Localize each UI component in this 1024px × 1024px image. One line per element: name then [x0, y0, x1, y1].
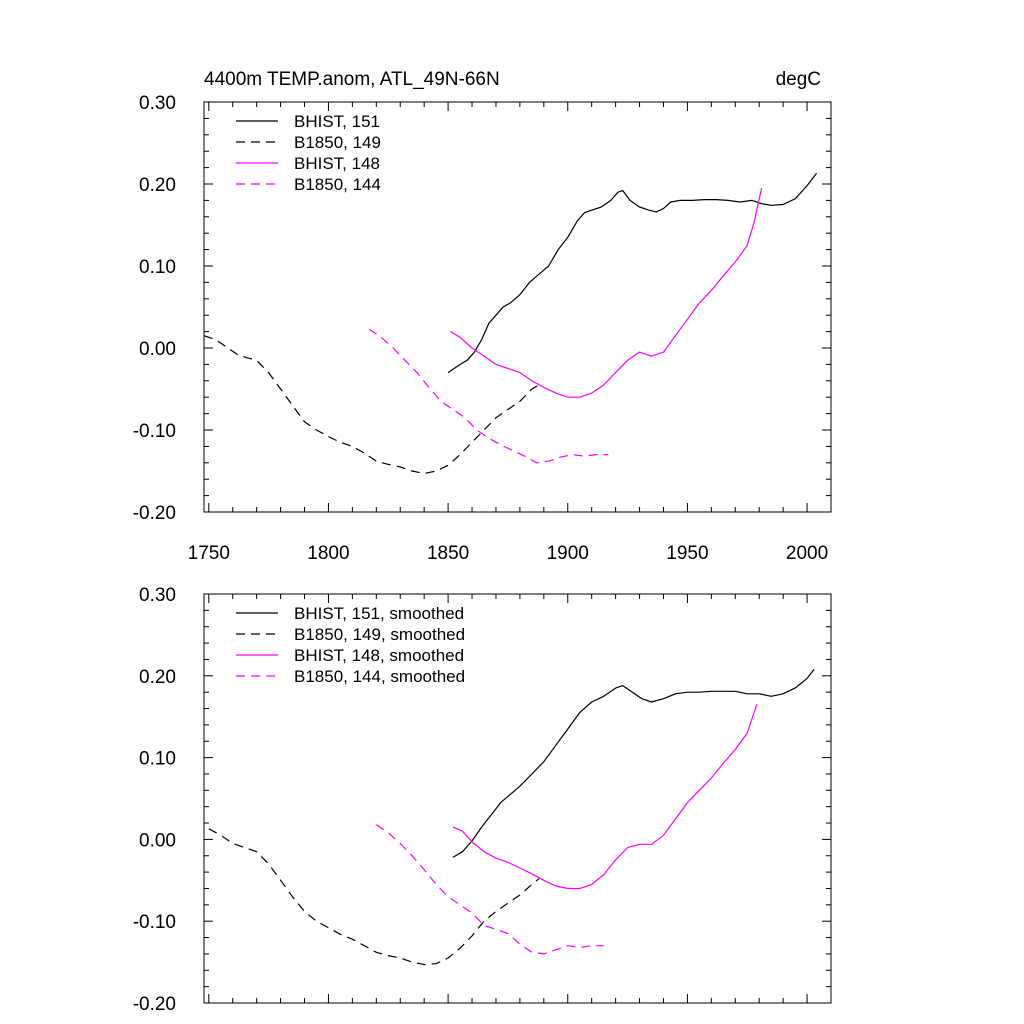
legend-label: BHIST, 151, smoothed: [294, 604, 464, 623]
bottom-panel: 0.30 0.20 0.10 0.00 -0.10 -0.20 BHIST, 151, sm…: [133, 585, 832, 1015]
legend-label: B1850, 144, smoothed: [294, 667, 465, 686]
y-tick-label: 0.10: [139, 257, 176, 278]
series-line-0: [447, 172, 818, 374]
x-tick-label: 1850: [427, 543, 469, 564]
x-tick-label: 2000: [786, 543, 828, 564]
top-panel: 1750 1800 1850 1900 1950 2000 0.30 0.20 0.10 0.00…: [133, 93, 832, 564]
y-tick-label: -0.10: [133, 421, 176, 442]
y-tick-label: -0.20: [133, 503, 176, 524]
x-tick-label: 1950: [666, 543, 708, 564]
legend-label: B1850, 149: [294, 133, 381, 152]
y-tick-label: 0.30: [139, 585, 176, 606]
x-tick-label: 1900: [547, 543, 589, 564]
legend-label: BHIST, 148: [294, 154, 380, 173]
series-line-2: [452, 704, 758, 890]
series-line-3: [368, 328, 609, 464]
y-tick-label: 0.10: [139, 749, 176, 770]
legend-label: BHIST, 148, smoothed: [294, 646, 464, 665]
figure-units: degC: [776, 69, 821, 90]
series-line-3: [375, 824, 604, 955]
x-tick-label: 1800: [307, 543, 349, 564]
legend-label: B1850, 149, smoothed: [294, 625, 465, 644]
series-line-1: [208, 828, 540, 966]
series-line-1: [203, 335, 540, 475]
y-tick-label: -0.20: [133, 994, 176, 1015]
series-line-2: [450, 187, 763, 398]
figure-title: 4400m TEMP.anom, ATL_49N-66N: [204, 69, 500, 90]
legend-label: BHIST, 151: [294, 112, 380, 131]
plot-frame: [203, 101, 832, 513]
series-line-0: [452, 668, 815, 858]
y-tick-label: 0.00: [139, 830, 176, 851]
y-tick-label: 0.20: [139, 667, 176, 688]
x-tick-label: 1750: [188, 543, 230, 564]
y-tick-label: 0.00: [139, 339, 176, 360]
plot-frame: [203, 593, 832, 1004]
legend-label: B1850, 144: [294, 175, 381, 194]
y-tick-label: -0.10: [133, 912, 176, 933]
y-tick-label: 0.30: [139, 93, 176, 114]
y-tick-label: 0.20: [139, 175, 176, 196]
